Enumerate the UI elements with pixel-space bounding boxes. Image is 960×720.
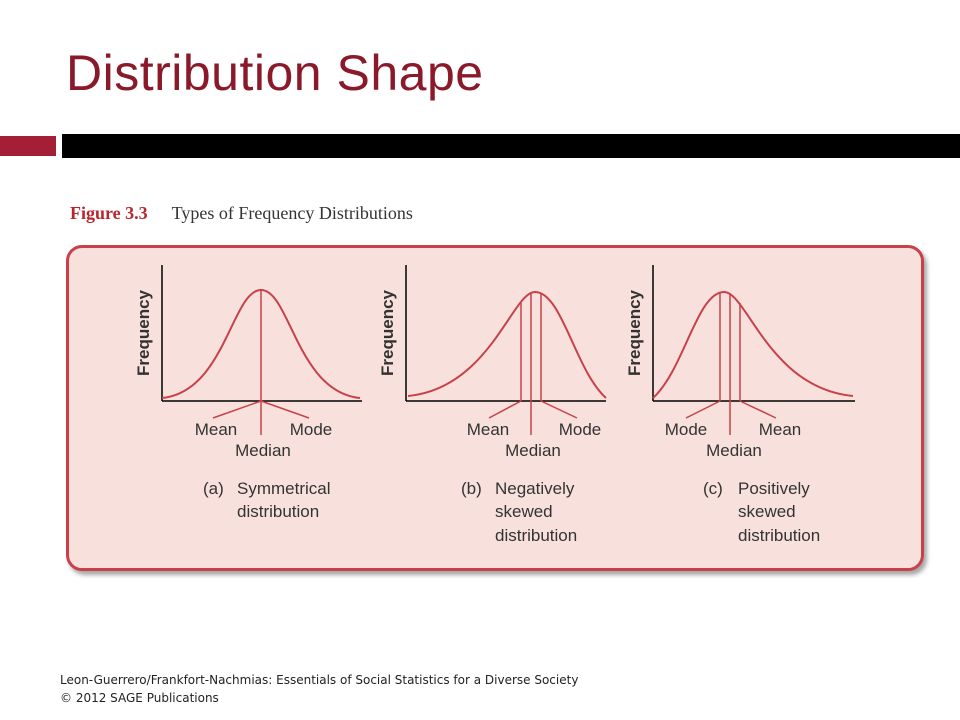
- desc-c-3: distribution: [738, 526, 820, 545]
- figure-caption: Types of Frequency Distributions: [171, 203, 413, 223]
- right-label-b: Mode: [559, 420, 602, 439]
- pointer-right-a: [260, 400, 310, 419]
- curve-c: [652, 290, 854, 399]
- pointer-left-a: [212, 400, 262, 419]
- title-rule-bar: [62, 134, 960, 158]
- figure-heading: Figure 3.3 Types of Frequency Distributio…: [70, 203, 413, 224]
- right-label-c: Mean: [759, 420, 802, 439]
- center-label-a: Median: [235, 441, 291, 460]
- center-label-c: Median: [706, 441, 762, 460]
- desc-b-1: Negatively: [495, 479, 575, 498]
- footer-citation: Leon-Guerrero/Frankfort-Nachmias: Essent…: [60, 671, 578, 707]
- desc-a-1: Symmetrical: [237, 479, 331, 498]
- left-label-b: Mean: [467, 420, 510, 439]
- desc-c-2: skewed: [738, 502, 796, 521]
- desc-a-2: distribution: [237, 502, 319, 521]
- panel-negatively-skewed: Frequency Mean Mode Median (b) Negativel…: [378, 265, 607, 545]
- figure-label: Figure 3.3: [70, 203, 148, 223]
- pointer-left-b: [488, 400, 522, 419]
- footer-line-2: © 2012 SAGE Publications: [60, 691, 219, 705]
- panel-letter-b: (b): [461, 479, 482, 498]
- pointer-right-b: [540, 400, 578, 419]
- panel-positively-skewed: Frequency Mode Mean Median (c) Positivel…: [625, 265, 855, 545]
- pointer-left-c: [685, 400, 721, 419]
- y-axis-label-c: Frequency: [625, 289, 644, 376]
- desc-b-2: skewed: [495, 502, 553, 521]
- footer-line-1: Leon-Guerrero/Frankfort-Nachmias: Essent…: [60, 673, 579, 687]
- slide-title: Distribution Shape: [66, 45, 484, 101]
- panel-letter-a: (a): [203, 479, 224, 498]
- left-label-c: Mode: [665, 420, 708, 439]
- y-axis-label-b: Frequency: [378, 289, 397, 376]
- panel-symmetrical: Frequency Mean Mode Median (a) Symmetric…: [134, 265, 362, 521]
- desc-b-3: distribution: [495, 526, 577, 545]
- y-axis-label-a: Frequency: [134, 289, 153, 376]
- pointer-right-c: [739, 400, 777, 419]
- desc-c-1: Positively: [738, 479, 810, 498]
- title-accent-bar: [0, 136, 56, 156]
- left-label-a: Mean: [195, 420, 238, 439]
- panel-letter-c: (c): [703, 479, 723, 498]
- curve-b: [407, 290, 607, 399]
- right-label-a: Mode: [290, 420, 333, 439]
- figure-panel-box: [66, 245, 924, 571]
- center-label-b: Median: [505, 441, 561, 460]
